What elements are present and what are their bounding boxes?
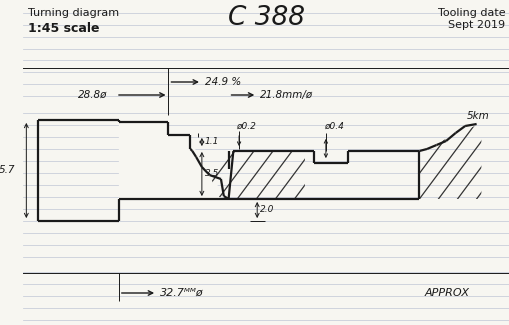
Polygon shape [119, 122, 228, 199]
Text: 32.7ᴹᴹø: 32.7ᴹᴹø [160, 288, 203, 298]
Text: 5.7: 5.7 [0, 165, 15, 175]
Text: Turning diagram: Turning diagram [28, 8, 119, 18]
Text: 3.5: 3.5 [204, 170, 219, 178]
Text: ø0.4: ø0.4 [323, 122, 343, 131]
Text: 28.8ø: 28.8ø [78, 90, 107, 100]
Text: 1:45 scale: 1:45 scale [28, 22, 100, 35]
Text: Tooling date: Tooling date [437, 8, 504, 18]
Text: 1.1: 1.1 [204, 137, 219, 147]
Text: 5km: 5km [466, 111, 489, 121]
Text: 2.0: 2.0 [260, 205, 274, 214]
Text: ø0.2: ø0.2 [236, 122, 256, 131]
Text: Sept 2019: Sept 2019 [447, 20, 504, 30]
Text: C 388: C 388 [228, 5, 305, 31]
Text: 21.8mm/ø: 21.8mm/ø [260, 90, 313, 100]
Text: APPROX: APPROX [423, 288, 468, 298]
Text: 24.9 %: 24.9 % [204, 77, 241, 87]
